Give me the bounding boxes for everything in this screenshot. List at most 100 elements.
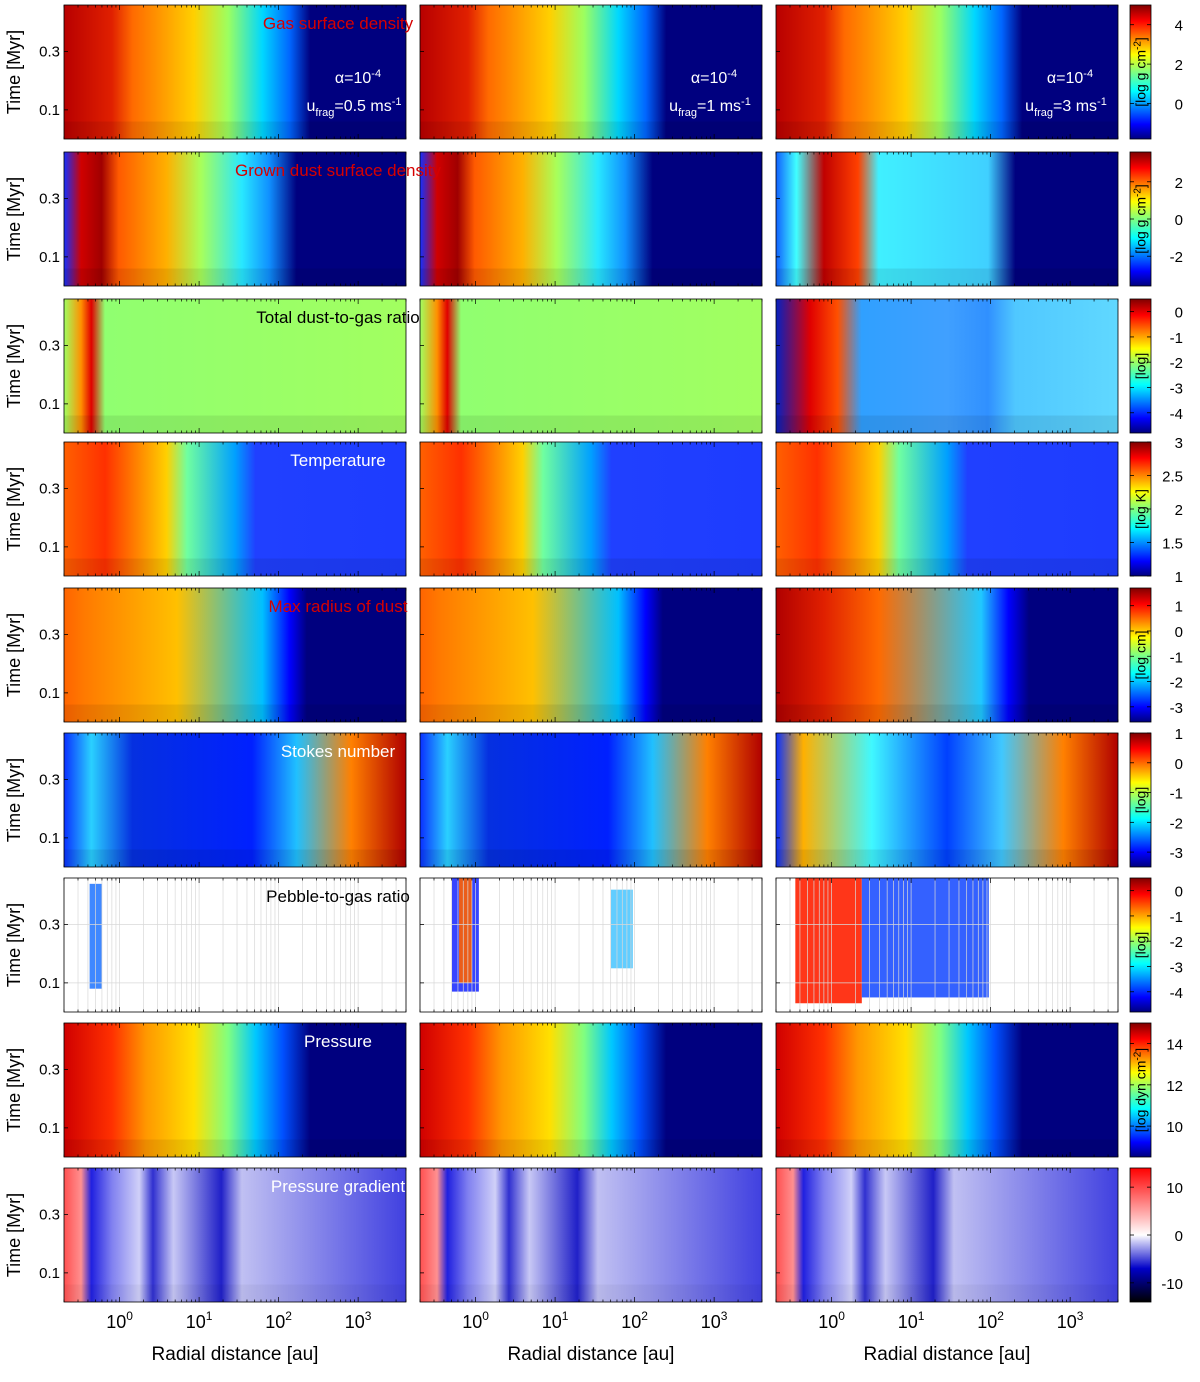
early-time-band xyxy=(64,121,406,139)
panel-1-3 xyxy=(776,5,1118,139)
early-time-band xyxy=(64,415,406,433)
colorbar-tick-label: 4 xyxy=(1175,18,1183,35)
colorbar-tick-label: -1 xyxy=(1170,909,1183,926)
early-time-band xyxy=(776,268,1118,286)
early-time-band xyxy=(64,268,406,286)
colorbar-tick-label: 1 xyxy=(1175,599,1183,616)
panel-6-2 xyxy=(420,733,762,867)
heatmap-panels: Gas surface density Grown dust surface de… xyxy=(63,4,1119,1303)
colorbar-tick-label: -10 xyxy=(1161,1276,1183,1293)
panel-frame xyxy=(63,441,407,577)
pebble-region xyxy=(459,878,472,983)
panel-4-2 xyxy=(420,442,762,576)
early-time-band xyxy=(64,704,406,722)
row-title: Max radius of dust xyxy=(269,597,408,616)
x-tick-label: 100 xyxy=(818,1309,845,1332)
panel-frame xyxy=(775,4,1119,140)
panel-5-1 xyxy=(64,588,406,722)
colorbar-tick-label: 2 xyxy=(1175,502,1183,519)
panel-frame xyxy=(775,587,1119,723)
panel-2-1 xyxy=(64,152,406,286)
early-time-band xyxy=(776,1284,1118,1302)
colorbar-tick-label: -2 xyxy=(1170,815,1183,832)
panel-frame xyxy=(775,298,1119,434)
x-tick-label: 103 xyxy=(345,1309,372,1332)
panel-frame xyxy=(419,732,763,868)
colorbar-tick-label: 0 xyxy=(1175,212,1183,229)
panel-frame xyxy=(419,4,763,140)
colorbar-tick-label: 0 xyxy=(1175,97,1183,114)
x-axis-label: Radial distance [au] xyxy=(864,1344,1031,1365)
colorbar-unit: [log] xyxy=(1133,932,1149,958)
colorbar-tick-label: 10 xyxy=(1166,1180,1183,1197)
row-title: Pebble-to-gas ratio xyxy=(266,887,410,906)
row-title: Stokes number xyxy=(281,742,396,761)
panel-frame xyxy=(63,732,407,868)
y-tick-label: 0.3 xyxy=(39,44,60,61)
early-time-band xyxy=(776,1139,1118,1157)
row-title: Pressure xyxy=(304,1032,372,1051)
row-title: Temperature xyxy=(290,451,385,470)
alpha-annotation: α=10-4 xyxy=(335,68,381,87)
panel-frame xyxy=(775,441,1119,577)
colorbar-unit: [log g cm-2] xyxy=(1133,37,1149,107)
y-tick-label: 0.3 xyxy=(39,1207,60,1224)
colorbar xyxy=(1129,1022,1152,1158)
colorbar xyxy=(1129,877,1152,1013)
early-time-band xyxy=(420,558,762,576)
panel-3-1 xyxy=(64,299,406,433)
y-tick-label: 0.3 xyxy=(39,338,60,355)
early-time-band xyxy=(776,415,1118,433)
early-time-band xyxy=(64,558,406,576)
pebble-region xyxy=(861,878,989,998)
early-time-band xyxy=(420,1139,762,1157)
ufrag-annotation: ufrag=3 ms-1 xyxy=(1025,96,1107,119)
colorbar-unit: [log cm] xyxy=(1133,630,1149,679)
pebble-region xyxy=(610,889,633,969)
row-title: Grown dust surface density xyxy=(235,161,441,180)
y-axis-label: Time [Myr] xyxy=(4,758,24,842)
y-tick-label: 0.1 xyxy=(39,685,60,702)
panel-frame xyxy=(419,1167,763,1303)
y-axis-label: Time [Myr] xyxy=(4,613,24,697)
panel-frame xyxy=(63,1167,407,1303)
early-time-band xyxy=(776,121,1118,139)
panel-6-1 xyxy=(64,733,406,867)
panel-frame xyxy=(419,587,763,723)
colorbar-tick-label: -3 xyxy=(1170,959,1183,976)
panel-frame xyxy=(775,732,1119,868)
colorbar-tick-label: 2 xyxy=(1175,175,1183,192)
panel-frame xyxy=(419,1022,763,1158)
colorbar-tick-label: 0 xyxy=(1175,1228,1183,1245)
y-tick-label: 0.1 xyxy=(39,539,60,556)
colorbar-tick-label: 12 xyxy=(1166,1078,1183,1095)
colorbar-tick-label: -3 xyxy=(1170,380,1183,397)
panel-5-2 xyxy=(420,588,762,722)
row-title: Gas surface density xyxy=(263,14,414,33)
y-tick-label: 0.1 xyxy=(39,830,60,847)
x-axis-label: Radial distance [au] xyxy=(152,1344,319,1365)
x-tick-label: 102 xyxy=(621,1309,648,1332)
panel-frame xyxy=(419,298,763,434)
panel-frame xyxy=(63,4,407,140)
y-axis-label: Time [Myr] xyxy=(4,177,24,261)
colorbar-tick-label: 0 xyxy=(1175,884,1183,901)
y-tick-label: 0.1 xyxy=(39,249,60,266)
panel-frame xyxy=(775,1022,1119,1158)
y-tick-label: 0.3 xyxy=(39,772,60,789)
y-tick-label: 0.3 xyxy=(39,627,60,644)
x-tick-label: 102 xyxy=(265,1309,292,1332)
y-axis-labels: Time [Myr] 0.1 0.3 Time [Myr] 0.1 0.3 Time [My… xyxy=(4,30,60,1282)
y-axis-label: Time [Myr] xyxy=(4,1048,24,1132)
x-tick-label: 103 xyxy=(1057,1309,1084,1332)
colorbar xyxy=(1129,4,1152,140)
panel-frame xyxy=(63,587,407,723)
colorbar-tick-label: 0 xyxy=(1175,756,1183,773)
panel-frame xyxy=(419,151,763,287)
panel-6-3 xyxy=(776,733,1118,867)
colorbar-tick-label: -2 xyxy=(1170,675,1183,692)
y-axis-label: Time [Myr] xyxy=(4,324,24,408)
pebble-region xyxy=(795,878,862,1004)
panel-8-3 xyxy=(776,1023,1118,1157)
